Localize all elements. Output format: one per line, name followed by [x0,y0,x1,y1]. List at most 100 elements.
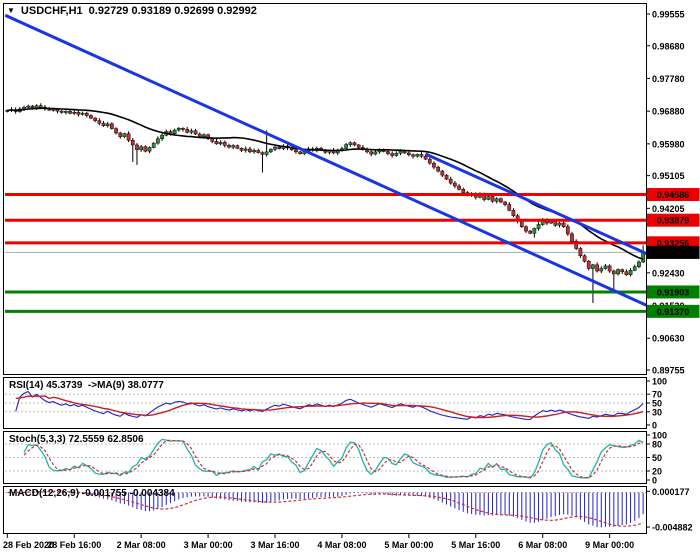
candle [490,194,495,203]
time-axis-label: 9 Mar 00:00 [585,540,634,550]
current-price-tag [646,245,700,259]
candle-body [499,198,503,203]
candle-body [494,198,499,202]
candle [105,121,110,128]
candles-layer [5,103,645,303]
candle-body [239,147,244,151]
candle-body [105,123,110,126]
candle [222,140,227,148]
dropdown-icon[interactable]: ▼ [7,6,15,15]
candle [448,176,453,185]
candle-body [51,109,56,111]
ohlc-values: 0.92729 0.93189 0.92699 0.92992 [88,5,257,17]
candle [139,145,144,152]
candle-body [599,268,604,272]
candle [444,174,449,181]
candle [369,149,374,157]
candle-body [582,255,587,262]
candle [419,151,424,159]
candle [394,151,399,157]
candle [565,224,570,236]
candle [185,126,190,134]
candle-body [210,138,215,142]
time-axis-label: 5 Mar 00:00 [384,540,433,550]
symbol-period-label: USDCHF,H1 [20,5,83,17]
candle [143,145,148,153]
time-axis-label: 3 Mar 16:00 [250,540,299,550]
macd-panel-border [3,486,647,534]
candle [80,111,85,116]
candle [72,110,77,115]
candle [248,146,252,154]
candle-body [352,142,357,146]
candle [620,268,625,274]
candle-body [248,148,252,153]
rsi-indicator-label: RSI(14) 45.3739 ->MA(9) 38.0777 [9,380,164,391]
rsi-ma-line [15,395,644,419]
candle [189,128,194,135]
candle [214,138,219,145]
candle [415,153,420,158]
candle-body [185,129,190,133]
candle-body [256,150,261,153]
candle [591,263,595,303]
support-price-tag [646,304,700,318]
channel-upper-trendline[interactable] [424,152,648,255]
macd-axis-label: -0.004882 [652,523,693,533]
candle-body [415,154,420,157]
candle-body [298,151,302,154]
price-axis-label: 0.92430 [652,268,685,278]
candle-body [532,228,537,234]
candle [243,146,248,153]
main-downtrend-trendline[interactable] [5,13,649,307]
price-axis-label: 0.90630 [652,334,685,344]
candle-body [26,105,31,108]
candle-body [591,264,595,269]
candle-body [419,154,424,157]
price-tag-label: 0.91903 [657,287,690,297]
candle [147,146,152,154]
candle-body [231,145,236,148]
candle-body [524,226,528,232]
candle [352,141,357,147]
candle [570,231,574,243]
candle [64,110,68,115]
candle [239,147,244,152]
candle-body [160,134,164,140]
candle-body [398,150,403,154]
price-axis-label: 0.97780 [652,74,685,84]
candle-body [126,133,131,141]
candle-body [252,150,256,153]
candle [616,268,620,276]
candle [231,144,236,150]
price-axis-label: 0.89755 [652,366,685,376]
candle-body [122,133,127,137]
candle-body [411,154,415,157]
candle [628,268,633,277]
candle-body [519,220,524,227]
candle [603,263,608,270]
time-axis-label: 28 Feb 2020 [3,540,54,550]
candle-body [436,166,440,172]
rsi-axis-label: 100 [652,377,667,387]
rsi-line [15,390,644,421]
price-tag-label: 0.93879 [657,216,690,226]
candle [193,128,198,135]
candle [176,127,181,132]
price-axis: 0.99555 0.98680 0.97780 0.96880 0.95980 0.951… [646,9,700,533]
stoch-axis-label: 20 [652,467,662,477]
candle-body [294,149,298,153]
price-tag-label: 0.92992 [657,248,690,258]
candle [172,128,177,135]
stoch-d-line [23,439,644,479]
rsi-axis-label: 50 [652,399,662,409]
candle-body [72,112,77,114]
candle [536,220,541,231]
candle-body [114,128,118,134]
candle-body [570,233,574,242]
candle-body [394,153,399,156]
candle-body [557,222,562,226]
candle [156,136,160,145]
candle [574,239,579,251]
